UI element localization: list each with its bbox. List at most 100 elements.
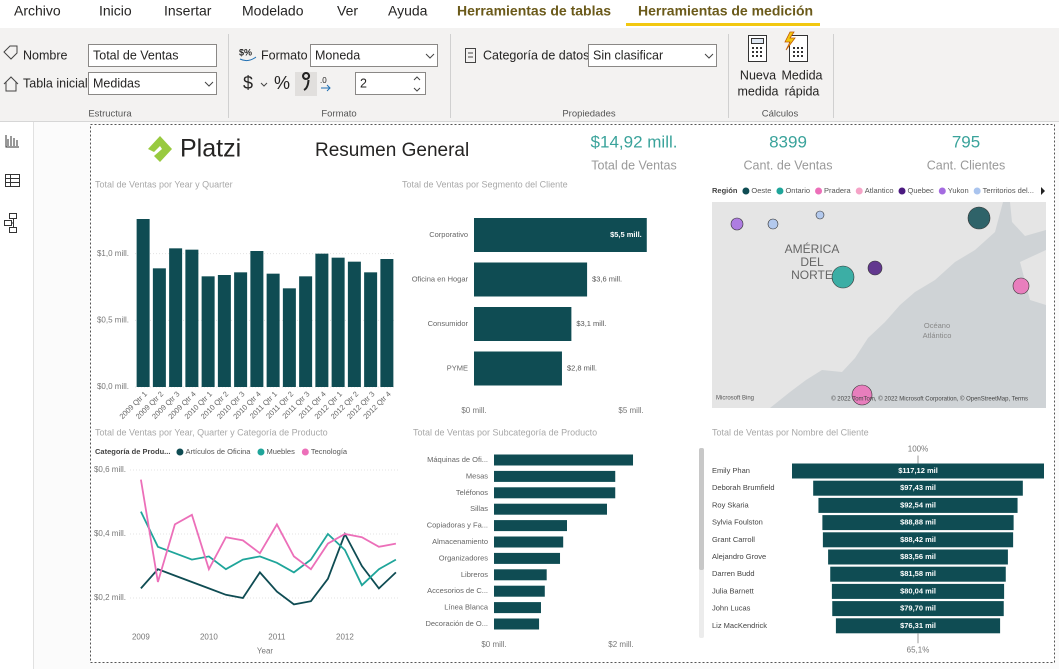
- percent-button[interactable]: %: [274, 73, 290, 93]
- map-bubble: [867, 260, 883, 276]
- report-title: Resumen General: [315, 140, 469, 161]
- tab[interactable]: Ver: [337, 3, 358, 19]
- bar: [494, 487, 616, 499]
- x-tick-label: $2 mill.: [608, 640, 633, 649]
- map-label: Atlántico: [923, 331, 952, 340]
- funnel-bar: [835, 618, 1001, 634]
- x-axis-title: Year: [257, 647, 274, 656]
- chevron: [425, 53, 435, 59]
- category-label: Accesorios de C...: [427, 586, 488, 595]
- tab[interactable]: Ayuda: [388, 3, 428, 19]
- button-label: Nueva: [740, 68, 776, 82]
- map-bubble: [767, 218, 779, 230]
- bar: [201, 276, 215, 387]
- tab[interactable]: Modelado: [242, 3, 304, 19]
- category-label: Teléfonos: [456, 488, 488, 497]
- button-label: Medida: [782, 68, 823, 82]
- bar: [266, 273, 280, 387]
- funnel-bar: [830, 566, 1006, 582]
- format-select[interactable]: [310, 44, 438, 67]
- decimal-arrow: [321, 84, 331, 92]
- bar: [494, 569, 547, 581]
- currency-button[interactable]: $: [243, 73, 253, 93]
- data-label: $88,42 mil: [900, 535, 936, 544]
- bar: [494, 618, 540, 630]
- decimal-icon: .0: [320, 76, 327, 85]
- data-view-icon[interactable]: [5, 174, 20, 187]
- category-label: PYME: [447, 363, 468, 372]
- format-icon: $%: [239, 47, 252, 57]
- bar: [494, 470, 616, 482]
- data-label: $2,8 mill.: [567, 363, 597, 372]
- bar: [494, 503, 607, 515]
- table-select[interactable]: [88, 72, 217, 95]
- data-label: $81,58 mil: [900, 569, 936, 578]
- bar: [494, 536, 564, 548]
- category-label: Emily Phan: [712, 466, 750, 475]
- funnel-bar: [822, 532, 1014, 548]
- report-view-icon[interactable]: [5, 135, 19, 148]
- category-label: Línea Blanca: [444, 603, 489, 612]
- data-label: $79,70 mil: [900, 604, 936, 613]
- funnel-bottom-label: 65,1%: [907, 645, 930, 654]
- category-label: Deborah Brumfield: [712, 483, 775, 492]
- chevron: [204, 81, 214, 87]
- card-value: 8399: [769, 132, 807, 151]
- category-label: Oficina en Hogar: [412, 274, 469, 283]
- category-label: Liz MacKendrick: [712, 621, 767, 630]
- button-label: rápida: [785, 84, 820, 98]
- table-value: Medidas: [93, 76, 140, 90]
- legend-label: Artículos de Oficina: [185, 447, 251, 456]
- data-label: $92,54 mil: [900, 500, 936, 509]
- tab[interactable]: Archivo: [14, 3, 61, 19]
- group-label: Cálculos: [762, 109, 799, 120]
- funnel-bar: [792, 463, 1044, 479]
- tab[interactable]: Herramientas de tablas: [457, 3, 611, 19]
- legend-marker: [898, 187, 906, 195]
- bar: [494, 454, 634, 466]
- legend-label: Territorios del...: [983, 186, 1034, 195]
- legend-label: Muebles: [266, 447, 295, 456]
- category-label: Julia Barnett: [712, 586, 755, 595]
- comma-icon: [302, 72, 311, 91]
- bar: [474, 307, 572, 341]
- legend-marker: [301, 448, 309, 456]
- table-label: Tabla inicial: [23, 76, 88, 90]
- bar: [185, 249, 199, 387]
- comma-button[interactable]: [295, 72, 317, 96]
- y-tick-label: $0,2 mill.: [94, 593, 126, 602]
- decimals-input[interactable]: [355, 72, 426, 95]
- legend-label: Pradera: [824, 186, 852, 195]
- legend-label: Tecnología: [311, 447, 348, 456]
- map-copyright: © 2022 TomTom, © 2022 Microsoft Corporat…: [831, 396, 1028, 403]
- map-bubble: [831, 265, 855, 289]
- bar: [494, 520, 567, 532]
- category-label: Decoración de O...: [425, 619, 488, 628]
- scrollbar-thumb[interactable]: [699, 448, 704, 570]
- name-value: Total de Ventas: [93, 48, 178, 62]
- legend-marker: [938, 187, 946, 195]
- funnel-bar: [818, 497, 1018, 513]
- model-view-icon[interactable]: [4, 213, 17, 233]
- y-tick-label: $0,0 mill.: [97, 382, 129, 391]
- bar: [380, 259, 394, 387]
- x-tick-label: $0 mill.: [461, 406, 486, 415]
- category-label: Máquinas de Ofi...: [427, 455, 488, 464]
- data-label: $76,31 mil: [900, 621, 936, 630]
- bar: [474, 218, 647, 252]
- tab[interactable]: Insertar: [164, 3, 212, 19]
- category-select[interactable]: [588, 44, 717, 67]
- map-label: DEL: [800, 255, 824, 269]
- bar: [347, 261, 361, 387]
- category-label: Grant Carroll: [712, 535, 755, 544]
- bar: [494, 552, 561, 564]
- legend-label: Oeste: [751, 186, 771, 195]
- tab-active[interactable]: Herramientas de medición: [638, 3, 813, 19]
- sidebar: [0, 122, 33, 669]
- name-input[interactable]: [88, 44, 217, 67]
- bar: [331, 257, 345, 387]
- tab[interactable]: Inicio: [99, 3, 132, 19]
- spinner[interactable]: [413, 76, 421, 92]
- map-label: NORTE: [791, 268, 833, 282]
- legend-label: Yukon: [948, 186, 969, 195]
